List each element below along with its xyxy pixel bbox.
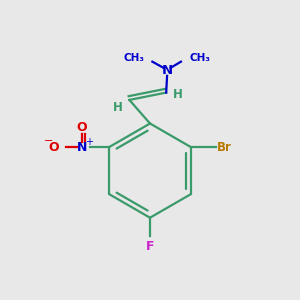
Text: −: −	[44, 136, 53, 146]
Text: F: F	[146, 240, 154, 253]
Text: CH₃: CH₃	[123, 53, 144, 63]
Text: H: H	[172, 88, 182, 101]
Text: CH₃: CH₃	[189, 53, 210, 63]
Text: +: +	[85, 137, 93, 147]
Text: Br: Br	[217, 141, 232, 154]
Text: H: H	[113, 101, 123, 114]
Text: O: O	[48, 141, 58, 154]
Text: N: N	[161, 64, 172, 77]
Text: N: N	[76, 141, 87, 154]
Text: O: O	[76, 121, 87, 134]
